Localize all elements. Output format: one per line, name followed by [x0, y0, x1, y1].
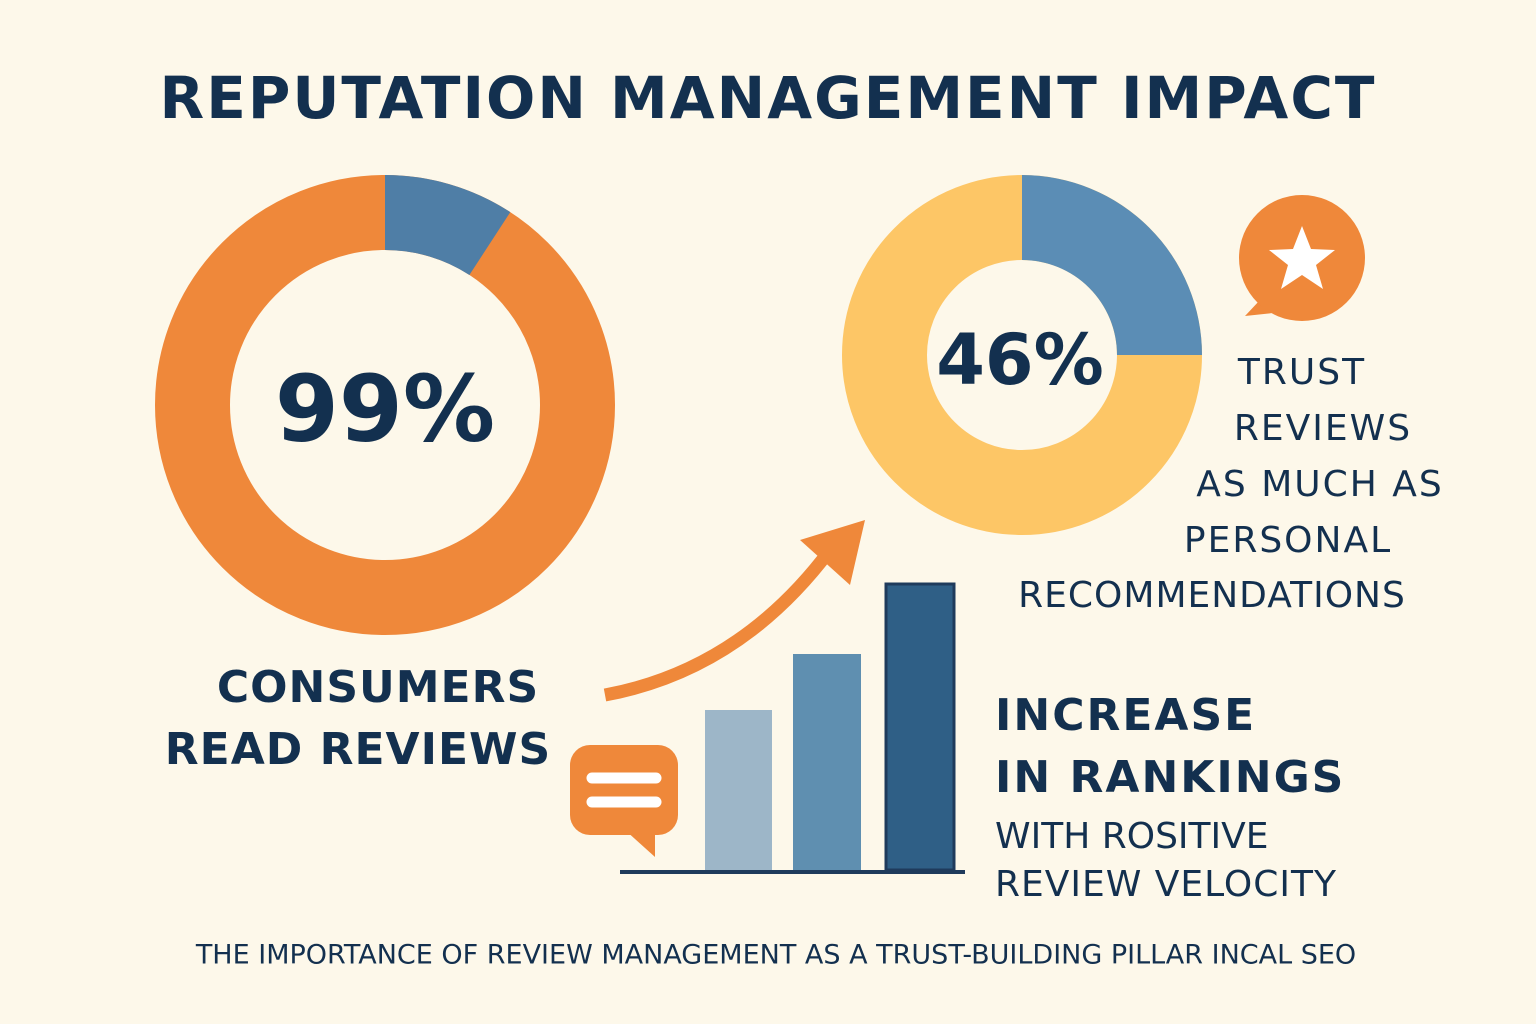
stat-value: 46% [936, 319, 1104, 401]
stat-caption: INCREASE [995, 690, 1256, 741]
chat-bubble [570, 745, 678, 835]
stat-caption: PERSONAL [1184, 520, 1392, 561]
trend-arrow [603, 546, 836, 702]
stat-caption: REVIEW VELOCITY [995, 864, 1337, 905]
arrow-head [800, 520, 865, 585]
stat-caption: IN RANKINGS [995, 752, 1345, 803]
bar [793, 654, 861, 870]
chat-tail [625, 830, 655, 857]
star-icon [1269, 226, 1335, 289]
stat-value: 99% [275, 355, 495, 462]
stat-caption: READ REVIEWS [165, 724, 551, 775]
footer: THE IMPORTANCE OF REVIEW MANAGEMENT AS A… [195, 940, 1356, 971]
stat-caption: TRUST [1237, 352, 1366, 393]
bar [884, 582, 956, 872]
donut-segment [385, 175, 511, 275]
stat-caption: AS MUCH AS [1196, 464, 1443, 505]
stat-caption: REVIEWS [1234, 408, 1412, 449]
stat-caption: RECOMMENDATIONS [1018, 575, 1406, 616]
title: REPUTATION MANAGEMENT IMPACT [160, 64, 1377, 132]
stat-caption: CONSUMERS [217, 662, 539, 713]
stat-caption: WITH ROSITIVE [995, 816, 1269, 857]
bar [705, 710, 772, 870]
donut-segment [1022, 175, 1202, 355]
